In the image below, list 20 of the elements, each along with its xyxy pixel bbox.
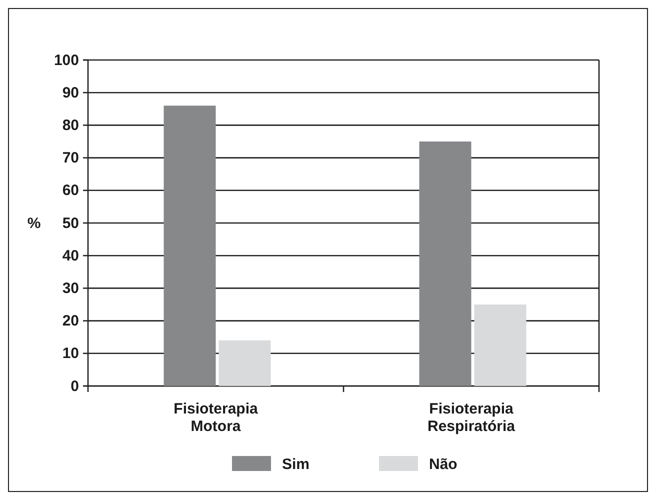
y-tick-label: 60 [62,182,79,200]
x-tick-label: Fisioterapia Respiratória [427,400,516,435]
y-tick-label: 0 [70,378,79,395]
bar [474,304,526,386]
y-axis-title: % [27,215,41,232]
legend-label: Não [429,456,458,473]
y-tick-label: 30 [62,280,79,297]
legend-label: Sim [282,456,310,473]
y-tick-label: 10 [62,345,79,362]
y-tick-label: 80 [62,117,79,134]
y-tick-label: 100 [54,52,79,69]
bar [164,106,216,386]
bar [419,142,472,386]
y-tick-label: 40 [62,247,79,264]
y-tick-label: 50 [62,214,79,232]
bar [218,340,271,386]
x-tick-label: Fisioterapia Motora [174,400,258,435]
y-tick-label: 90 [62,84,79,102]
y-tick-label: 20 [62,312,79,330]
y-tick-label: 70 [62,150,79,167]
